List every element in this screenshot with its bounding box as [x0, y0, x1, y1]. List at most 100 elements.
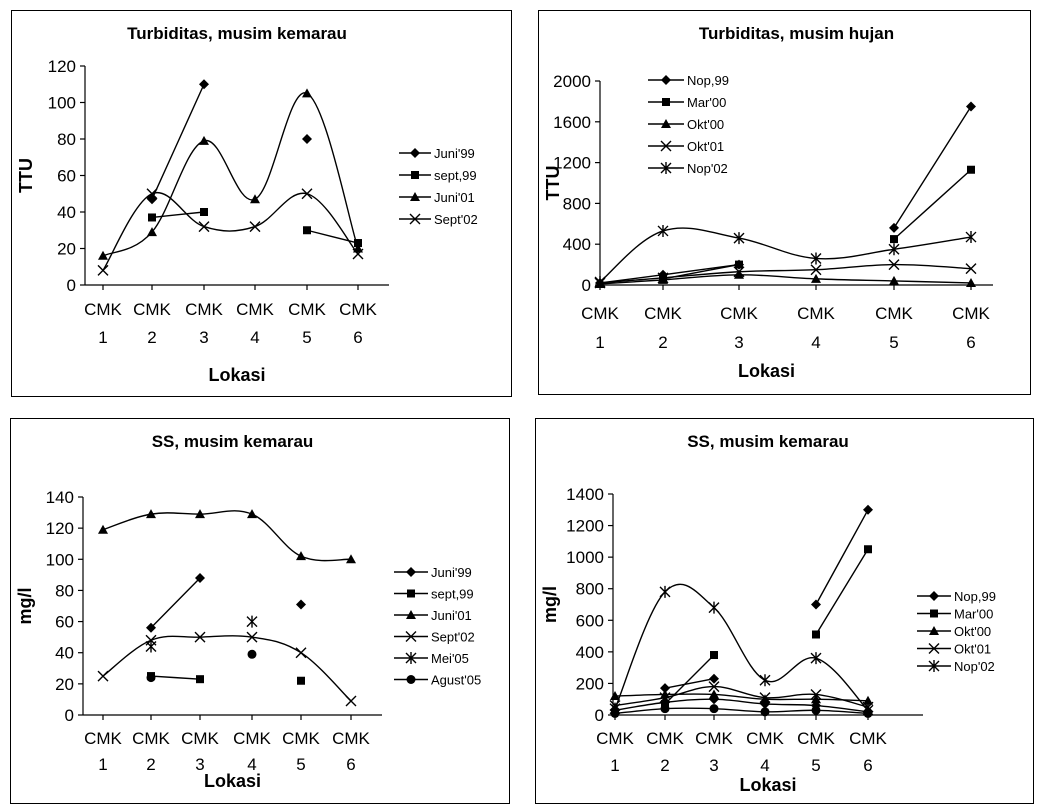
series-2	[98, 509, 356, 564]
y-tick-label: 0	[595, 706, 604, 725]
y-tick-label: 1200	[553, 154, 591, 173]
data-point	[660, 704, 670, 714]
chart-panel-ss-dry-a: SS, musim kemarau 0 20 40 60 80 100 120 140 CMK 1 C…	[10, 418, 510, 804]
data-point	[610, 705, 620, 716]
x-tick-label: 2	[660, 756, 669, 775]
series-line	[102, 635, 352, 702]
legend-label: Nop'02	[687, 161, 728, 176]
y-tick-label: 400	[563, 235, 591, 254]
data-point	[296, 599, 306, 610]
data-point	[97, 670, 109, 682]
x-tick-label: CMK	[282, 729, 320, 748]
chart-svg: SS, musim kemarau02004006008001000120014…	[540, 432, 996, 795]
x-tick-label: 1	[98, 328, 107, 347]
legend-marker	[661, 75, 671, 85]
x-tick-label: CMK	[84, 300, 122, 319]
data-point	[200, 208, 208, 216]
legend-marker	[660, 162, 672, 174]
legend-label: Okt'00	[954, 624, 991, 639]
legend: Juni'99 sept,99 Juni'01 Sept'02 Mei'05 Agust'…	[394, 565, 481, 688]
legend-marker	[930, 609, 938, 618]
y-tick-label: 1200	[566, 517, 604, 536]
x-tick-label: CMK	[84, 729, 122, 748]
legend-label: Nop,99	[687, 73, 729, 88]
x-tick-label: 5	[889, 333, 898, 352]
data-point	[250, 194, 260, 204]
x-tick-label: 2	[658, 333, 667, 352]
y-tick-label: 2000	[553, 72, 591, 91]
data-point	[345, 695, 357, 707]
data-point	[610, 691, 620, 701]
data-point	[346, 554, 356, 564]
y-tick-label: 20	[55, 675, 74, 694]
legend-label: Juni'01	[431, 608, 472, 623]
y-tick-label: 0	[67, 276, 76, 295]
x-tick-label: CMK	[646, 729, 684, 748]
data-point	[759, 692, 771, 704]
y-tick-label: 200	[576, 674, 604, 693]
legend-label: sept,99	[431, 587, 474, 602]
legend: Nop,99 Mar'00 Okt'00 Okt'01 Nop'02	[917, 589, 996, 674]
data-point	[198, 221, 210, 233]
data-point	[966, 101, 976, 112]
data-point	[147, 227, 157, 237]
data-point	[658, 274, 668, 284]
data-point	[888, 243, 900, 256]
data-point	[146, 509, 156, 519]
series-line	[150, 675, 201, 680]
y-axis-title: mg/l	[540, 586, 560, 623]
x-tick-label: CMK	[133, 300, 171, 319]
x-tick-label: 3	[195, 755, 204, 774]
x-tick-label: 4	[760, 756, 769, 775]
series-line	[815, 548, 869, 635]
data-point	[966, 277, 976, 287]
legend-marker	[929, 591, 939, 601]
legend-label: Juni'99	[431, 565, 472, 580]
chart-title: SS, musim kemarau	[152, 432, 314, 451]
data-point	[811, 700, 821, 711]
legend-label: Mei'05	[431, 651, 469, 666]
series-line	[614, 698, 869, 713]
data-point	[302, 134, 312, 144]
y-tick-label: 400	[576, 643, 604, 662]
y-tick-label: 1600	[553, 113, 591, 132]
x-tick-label: CMK	[746, 729, 784, 748]
y-axis-title: TTU	[16, 158, 36, 193]
series-5	[146, 649, 257, 683]
data-point	[660, 697, 670, 708]
series-3	[594, 259, 977, 289]
legend-label: Sept'02	[431, 630, 475, 645]
x-tick-label: 6	[346, 755, 355, 774]
data-point	[657, 224, 669, 237]
data-point	[146, 188, 158, 200]
legend-marker	[662, 98, 670, 106]
data-point	[967, 165, 975, 174]
legend-marker	[406, 675, 416, 684]
x-tick-label: CMK	[339, 300, 377, 319]
series-4	[594, 224, 977, 288]
legend-marker	[405, 631, 417, 642]
x-tick-label: CMK	[596, 729, 634, 748]
data-point	[199, 135, 209, 145]
x-tick-label: 1	[610, 756, 619, 775]
x-tick-label: 5	[302, 328, 311, 347]
legend-label: Mar'00	[954, 607, 993, 622]
legend: Juni'99 sept,99 Juni'01 Sept'02	[399, 146, 478, 227]
data-point	[733, 232, 745, 245]
y-tick-label: 80	[57, 130, 76, 149]
data-point	[864, 545, 872, 554]
x-tick-label: 2	[147, 328, 156, 347]
y-tick-label: 40	[57, 203, 76, 222]
x-axis-title: Lokasi	[739, 775, 796, 795]
series-1	[661, 545, 872, 708]
legend-label: Nop,99	[954, 589, 996, 604]
x-tick-label: CMK	[849, 729, 887, 748]
x-tick-label: CMK	[233, 729, 271, 748]
x-tick-label: CMK	[644, 304, 682, 323]
y-tick-label: 120	[48, 57, 76, 76]
x-tick-label: 6	[863, 756, 872, 775]
series-line	[150, 577, 201, 629]
legend-label: Juni'01	[434, 190, 475, 205]
series-line	[893, 106, 972, 229]
x-axis-title: Lokasi	[738, 361, 795, 381]
